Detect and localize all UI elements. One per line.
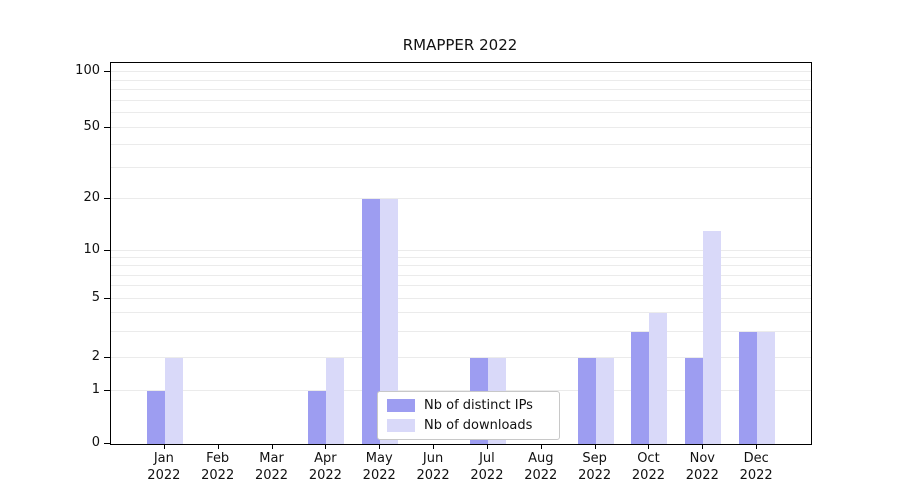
bar-nb-of-distinct-ips-nov bbox=[685, 357, 704, 444]
bar-nb-of-downloads-may bbox=[380, 199, 399, 444]
x-tick-mark bbox=[594, 444, 596, 449]
x-tick-label-aug: Aug 2022 bbox=[524, 451, 558, 483]
gridline bbox=[111, 330, 811, 332]
x-tick-label-jan: Jan 2022 bbox=[147, 451, 181, 483]
bar-nb-of-downloads-dec bbox=[757, 331, 776, 444]
x-tick-label-mar: Mar 2022 bbox=[254, 451, 289, 483]
y-tick-mark bbox=[104, 297, 110, 299]
x-tick-label-may: May 2022 bbox=[362, 451, 396, 483]
y-tick-label-100: 100 bbox=[75, 63, 100, 79]
y-tick-label-5: 5 bbox=[91, 289, 100, 305]
gridline bbox=[111, 249, 811, 251]
gridline bbox=[111, 166, 811, 168]
gridline bbox=[111, 144, 811, 146]
chart-title: RMAPPER 2022 bbox=[402, 36, 518, 54]
gridline bbox=[111, 356, 811, 358]
bar-nb-of-distinct-ips-jan bbox=[146, 391, 165, 444]
gridline bbox=[111, 390, 811, 392]
x-tick-mark bbox=[648, 444, 650, 449]
y-tick-label-50: 50 bbox=[83, 119, 100, 135]
x-tick-label-apr: Apr 2022 bbox=[308, 451, 342, 483]
gridline bbox=[111, 89, 811, 91]
x-tick-mark bbox=[325, 444, 327, 449]
x-tick-mark bbox=[486, 444, 488, 449]
bar-nb-of-downloads-oct bbox=[649, 313, 668, 444]
y-tick-mark bbox=[104, 390, 110, 392]
x-tick-mark bbox=[271, 444, 273, 449]
legend-label-downloads: Nb of downloads bbox=[424, 418, 533, 433]
x-tick-mark bbox=[702, 444, 704, 449]
gridline bbox=[111, 265, 811, 267]
x-tick-mark bbox=[433, 444, 435, 449]
bar-nb-of-downloads-sep bbox=[595, 357, 614, 444]
x-tick-label-feb: Feb 2022 bbox=[201, 451, 235, 483]
legend-label-distinct-ips: Nb of distinct IPs bbox=[424, 398, 533, 413]
bar-nb-of-distinct-ips-may bbox=[362, 199, 381, 444]
gridline bbox=[111, 285, 811, 287]
gridline bbox=[111, 198, 811, 200]
y-tick-mark bbox=[104, 356, 110, 358]
bar-nb-of-downloads-apr bbox=[326, 357, 345, 444]
legend-item-distinct-ips: Nb of distinct IPs bbox=[387, 398, 550, 413]
bar-nb-of-downloads-jan bbox=[164, 357, 183, 444]
gridline bbox=[111, 79, 811, 81]
y-tick-label-2: 2 bbox=[91, 348, 100, 364]
legend-swatch-downloads bbox=[387, 419, 415, 432]
legend: Nb of distinct IPs Nb of downloads bbox=[377, 391, 560, 440]
x-tick-mark bbox=[163, 444, 165, 449]
y-tick-mark bbox=[104, 443, 110, 444]
y-tick-mark bbox=[104, 127, 110, 129]
y-tick-mark bbox=[104, 71, 110, 73]
bar-nb-of-distinct-ips-sep bbox=[577, 357, 596, 444]
x-tick-mark bbox=[540, 444, 542, 449]
x-tick-mark bbox=[217, 444, 219, 449]
x-tick-label-sep: Sep 2022 bbox=[578, 451, 612, 483]
gridline bbox=[111, 71, 811, 73]
x-tick-label-dec: Dec 2022 bbox=[739, 451, 773, 483]
gridline bbox=[111, 127, 811, 129]
y-tick-label-0: 0 bbox=[91, 435, 100, 450]
y-tick-mark bbox=[104, 249, 110, 251]
x-tick-label-oct: Oct 2022 bbox=[631, 451, 665, 483]
x-tick-label-nov: Nov 2022 bbox=[685, 451, 719, 483]
y-tick-mark bbox=[104, 198, 110, 200]
y-tick-label-20: 20 bbox=[83, 190, 100, 206]
x-tick-label-jun: Jun 2022 bbox=[416, 451, 450, 483]
legend-swatch-distinct-ips bbox=[387, 399, 415, 412]
legend-item-downloads: Nb of downloads bbox=[387, 418, 550, 433]
bar-nb-of-distinct-ips-apr bbox=[308, 391, 327, 444]
bar-nb-of-distinct-ips-dec bbox=[739, 331, 758, 444]
x-tick-mark bbox=[379, 444, 381, 449]
bar-nb-of-downloads-nov bbox=[703, 231, 722, 444]
bar-nb-of-distinct-ips-oct bbox=[631, 331, 650, 444]
gridline bbox=[111, 112, 811, 114]
gridline bbox=[111, 99, 811, 101]
x-tick-mark bbox=[756, 444, 758, 449]
y-tick-label-10: 10 bbox=[83, 241, 100, 257]
gridline bbox=[111, 297, 811, 299]
gridline bbox=[111, 257, 811, 259]
gridline bbox=[111, 312, 811, 314]
y-tick-label-1: 1 bbox=[91, 382, 100, 398]
plot-area bbox=[110, 62, 812, 445]
gridline bbox=[111, 274, 811, 276]
x-tick-label-jul: Jul 2022 bbox=[470, 451, 504, 483]
